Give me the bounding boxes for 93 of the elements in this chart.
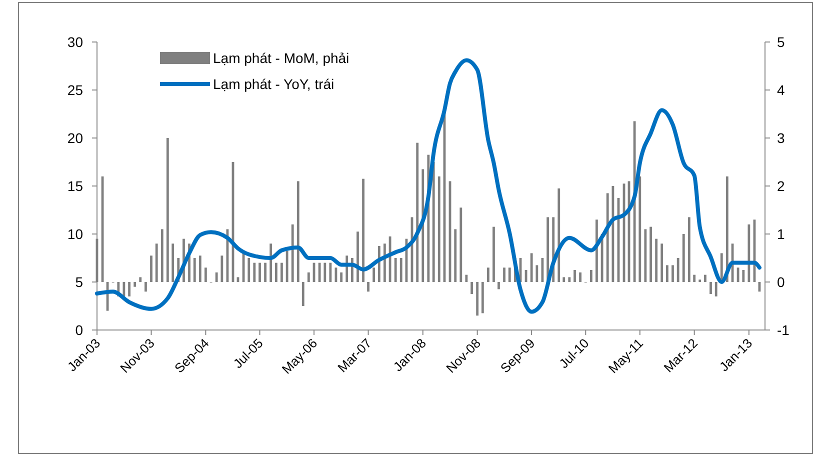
bar [372, 268, 375, 282]
bar [296, 181, 300, 282]
bar [122, 282, 126, 296]
bar [150, 256, 152, 282]
bar [568, 277, 571, 282]
bar [676, 258, 680, 282]
bar [400, 258, 402, 282]
bar [590, 270, 592, 282]
bar [128, 282, 130, 296]
bar [258, 262, 261, 282]
bar [198, 256, 202, 282]
bar [660, 244, 664, 282]
bar [579, 272, 582, 282]
bar [536, 265, 538, 282]
bar [655, 238, 658, 282]
y2-tick-label: 4 [777, 82, 785, 98]
bar [650, 226, 652, 282]
bar [291, 224, 294, 282]
bar [562, 277, 566, 282]
y2-tick-label: 5 [777, 34, 785, 50]
y2-tick-label: 2 [777, 178, 785, 194]
bar [492, 226, 495, 282]
y-tick-label: 30 [67, 34, 84, 50]
bar [465, 274, 468, 282]
bar [274, 262, 278, 282]
bar [220, 256, 224, 282]
y2-tick-label: -1 [777, 322, 790, 338]
bar [470, 282, 473, 294]
bar [498, 282, 500, 290]
bar [160, 229, 164, 282]
bar [340, 272, 343, 282]
bar [454, 229, 457, 282]
bar [134, 282, 136, 287]
y-tick-label: 0 [75, 322, 84, 338]
bar [215, 272, 218, 282]
bar [144, 282, 147, 292]
legend-label: Lạm phát - MoM, phải [213, 50, 350, 66]
bar [264, 262, 266, 282]
y-tick-label: 25 [67, 82, 84, 98]
bar [704, 274, 706, 282]
bar [714, 282, 718, 296]
bar [166, 138, 169, 282]
bar [742, 270, 745, 282]
bar [644, 229, 647, 282]
bar [438, 176, 440, 282]
bar [530, 253, 533, 282]
bar [324, 262, 326, 282]
bar [672, 265, 674, 282]
y2-tick-label: 1 [777, 226, 785, 242]
bar [172, 244, 174, 282]
bar [367, 282, 370, 292]
bar [394, 258, 397, 282]
bar [329, 262, 332, 282]
legend-label: Lạm phát - YoY, trái [213, 76, 334, 92]
bar [280, 262, 283, 282]
bar [574, 270, 576, 282]
y2-tick-label: 0 [777, 274, 785, 290]
bar [476, 282, 479, 316]
bar [481, 282, 484, 314]
y-tick-label: 15 [67, 178, 84, 194]
bar [558, 188, 560, 282]
bar [612, 186, 614, 282]
bar [155, 244, 158, 282]
y-tick-label: 5 [75, 274, 84, 290]
bar [487, 268, 490, 282]
bar [682, 234, 685, 282]
bar [748, 224, 750, 282]
bar [508, 268, 511, 282]
bar [736, 268, 740, 282]
bar [606, 193, 609, 282]
bar [356, 232, 359, 282]
bar [286, 250, 288, 282]
bar [302, 282, 304, 306]
bar [666, 265, 668, 282]
bar [688, 217, 690, 282]
bar [248, 258, 250, 282]
bar [460, 208, 462, 282]
bar [503, 268, 506, 282]
bar [307, 272, 310, 282]
bar [416, 142, 419, 282]
bar [710, 282, 712, 294]
y-tick-label: 10 [67, 226, 84, 242]
bar [693, 274, 696, 282]
bar [638, 176, 642, 282]
y-tick-label: 20 [67, 130, 84, 146]
bar [253, 262, 256, 282]
bar [432, 162, 435, 282]
bar [546, 217, 550, 282]
bar [193, 258, 196, 282]
bar [362, 178, 364, 282]
bar [204, 268, 207, 282]
bar [139, 277, 142, 282]
y2-tick-label: 3 [777, 130, 785, 146]
